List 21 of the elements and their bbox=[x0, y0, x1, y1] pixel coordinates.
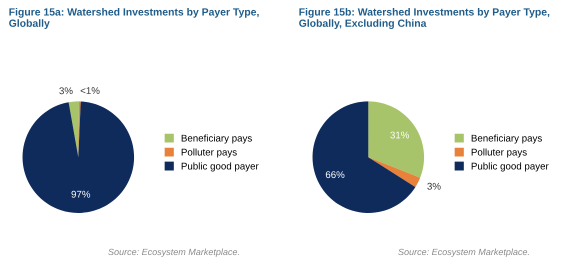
legend-label: Public good payer bbox=[182, 162, 259, 172]
pie-slice bbox=[312, 101, 416, 213]
data-label: 3% bbox=[427, 182, 441, 190]
data-label: <1% bbox=[80, 87, 100, 94]
legend-label: Polluter pays bbox=[472, 148, 527, 158]
pie-slice bbox=[68, 101, 80, 158]
data-label: 31% bbox=[390, 132, 410, 138]
legend-label: Beneficiary pays bbox=[472, 134, 542, 144]
pie-slice bbox=[368, 157, 420, 188]
chart-title: Figure 15b: Watershed Investments by Payer Type, Globally, Excluding China bbox=[299, 8, 550, 29]
source-note: Source: Ecosystem Marketplace. bbox=[398, 248, 529, 257]
legend-label: Polluter pays bbox=[182, 148, 237, 158]
data-label: 97% bbox=[71, 190, 90, 198]
pie-slice bbox=[22, 101, 134, 213]
legend-label: Beneficiary pays bbox=[182, 134, 252, 144]
pie-slice bbox=[368, 101, 424, 178]
source-note: Source: Ecosystem Marketplace. bbox=[108, 248, 239, 257]
data-label: 3% bbox=[59, 87, 73, 94]
data-label: 66% bbox=[326, 171, 344, 178]
legend-label: Public good payer bbox=[472, 162, 549, 172]
chart-title: Figure 15a: Watershed Investments by Payer Type, Globally bbox=[9, 8, 259, 29]
